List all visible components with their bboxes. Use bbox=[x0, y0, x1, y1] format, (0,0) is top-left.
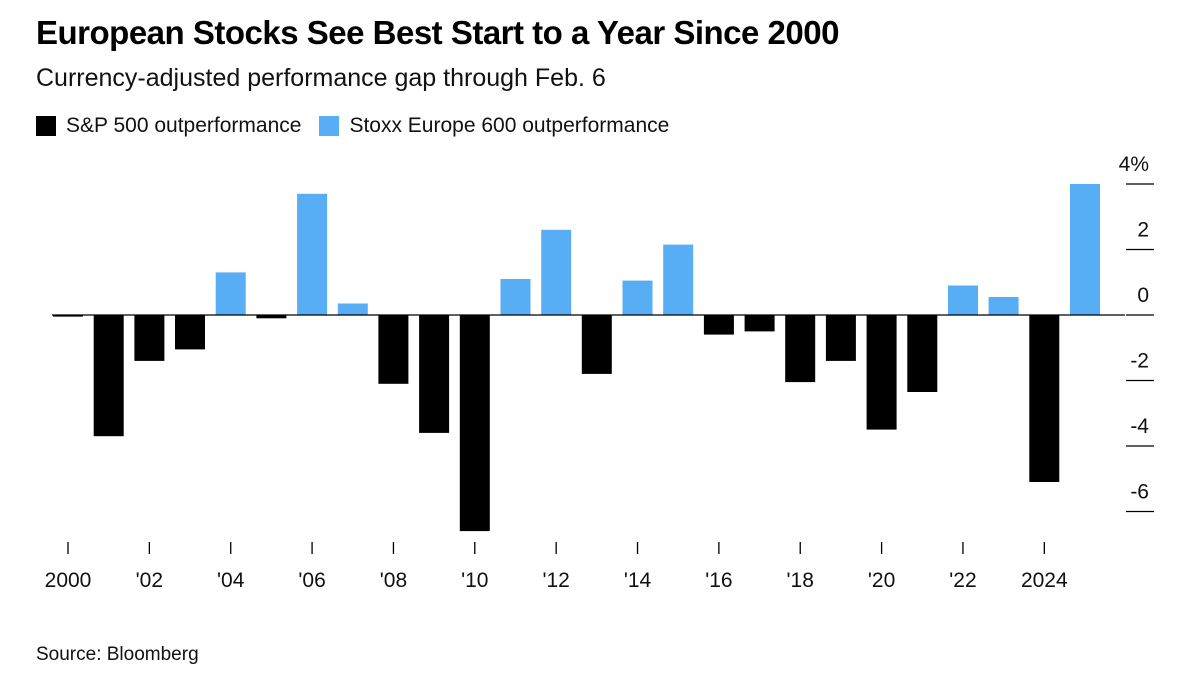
bar-2006 bbox=[297, 193, 328, 315]
y-tick-label-4: -4 bbox=[1130, 415, 1149, 438]
bar-2018 bbox=[785, 315, 816, 383]
bar-2001 bbox=[93, 315, 124, 437]
legend-label-stoxx600: Stoxx Europe 600 outperformance bbox=[349, 114, 670, 137]
bar-2017 bbox=[744, 315, 775, 332]
x-tick-label-2018: '18 bbox=[787, 569, 814, 592]
bar-2008 bbox=[378, 315, 409, 384]
x-tick-label-2008: '08 bbox=[380, 569, 407, 592]
bar-2016 bbox=[703, 315, 734, 335]
bar-2007 bbox=[337, 303, 368, 315]
source-note: Source: Bloomberg bbox=[36, 644, 199, 665]
bar-2022 bbox=[948, 285, 978, 315]
x-tick-label-2022: '22 bbox=[949, 569, 976, 592]
legend-item-sp500: S&P 500 outperformance bbox=[36, 114, 301, 138]
bar-2004 bbox=[215, 272, 246, 315]
bar-2019 bbox=[825, 315, 856, 361]
legend: S&P 500 outperformance Stoxx Europe 600 … bbox=[36, 114, 687, 138]
x-tick-label-2014: '14 bbox=[624, 569, 652, 592]
bar-2025 bbox=[1070, 184, 1100, 315]
bar-2023 bbox=[988, 297, 1019, 315]
x-tick-label-2002: '02 bbox=[136, 569, 163, 592]
bar-2009 bbox=[419, 315, 450, 433]
x-tick-label-2024: 2024 bbox=[1021, 569, 1068, 592]
y-tick-label-3: -2 bbox=[1130, 350, 1149, 373]
bar-2013 bbox=[581, 315, 612, 374]
legend-label-sp500: S&P 500 outperformance bbox=[66, 114, 302, 137]
bar-2015 bbox=[663, 244, 694, 315]
bar-2020 bbox=[866, 315, 897, 430]
bar-2002 bbox=[134, 315, 165, 361]
bar-2012 bbox=[541, 229, 572, 315]
x-tick-label-2020: '20 bbox=[868, 569, 895, 592]
legend-swatch-stoxx600 bbox=[319, 116, 340, 136]
bar-2010 bbox=[459, 315, 490, 532]
bar-2000 bbox=[53, 315, 83, 317]
y-tick-label-0: 4% bbox=[1119, 153, 1149, 176]
y-tick-label-1: 2 bbox=[1137, 219, 1149, 242]
x-tick-label-2012: '12 bbox=[542, 569, 569, 592]
bar-2005 bbox=[256, 315, 287, 319]
bar-2014 bbox=[622, 280, 653, 315]
y-tick-label-5: -6 bbox=[1130, 481, 1149, 504]
x-tick-label-2016: '16 bbox=[705, 569, 732, 592]
chart-title: European Stocks See Best Start to a Year… bbox=[36, 14, 839, 51]
legend-item-stoxx600: Stoxx Europe 600 outperformance bbox=[319, 114, 669, 138]
bar-2003 bbox=[175, 315, 205, 350]
y-tick-label-2: 0 bbox=[1137, 284, 1149, 307]
x-tick-label-2010: '10 bbox=[461, 569, 488, 592]
bar-2024 bbox=[1029, 315, 1060, 482]
chart-subtitle: Currency-adjusted performance gap throug… bbox=[36, 64, 606, 92]
x-tick-label-2000: 2000 bbox=[45, 569, 92, 592]
x-tick-label-2006: '06 bbox=[298, 569, 325, 592]
bar-2011 bbox=[500, 279, 531, 315]
legend-swatch-sp500 bbox=[36, 116, 56, 136]
bar-2021 bbox=[907, 315, 938, 392]
x-tick-label-2004: '04 bbox=[217, 569, 245, 592]
